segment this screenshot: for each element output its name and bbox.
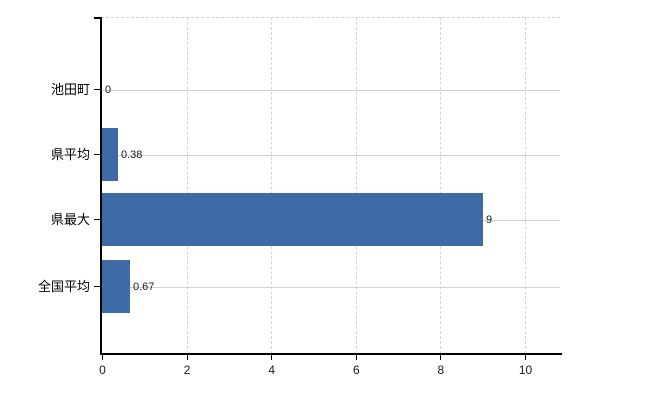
y-axis-tick — [94, 89, 101, 90]
x-tick-label: 6 — [352, 363, 360, 377]
x-axis-line — [100, 353, 562, 355]
x-tick-label: 2 — [183, 363, 191, 377]
category-label: 県平均 — [50, 147, 90, 162]
x-tick-label: 10 — [518, 363, 533, 377]
category-label: 全国平均 — [37, 279, 90, 294]
y-axis-line — [100, 17, 102, 355]
gridline-horizontal — [101, 155, 560, 156]
bar — [102, 260, 130, 313]
x-tick-label: 0 — [99, 363, 106, 377]
bar-value-label: 0.38 — [121, 149, 143, 161]
bar — [102, 193, 483, 246]
y-axis-tick — [94, 17, 101, 19]
y-axis-tick — [94, 154, 101, 155]
x-axis-tick — [440, 355, 442, 360]
x-tick-label: 4 — [268, 363, 276, 377]
bar-value-label: 0 — [105, 84, 112, 96]
gridline-vertical — [355, 17, 357, 354]
x-axis-tick — [525, 355, 526, 360]
gridline-vertical — [440, 17, 442, 354]
category-label: 県最大 — [50, 212, 90, 227]
bar — [102, 128, 118, 181]
x-axis-tick — [355, 355, 357, 360]
x-tick-label: 8 — [437, 363, 445, 377]
x-axis-tick — [186, 355, 188, 360]
bar-value-label: 0.67 — [133, 281, 155, 293]
plot-top-border — [101, 17, 560, 18]
category-label: 池田町 — [50, 82, 90, 97]
gridline-horizontal — [101, 90, 560, 91]
gridline-vertical — [271, 17, 273, 354]
gridline-vertical — [186, 17, 188, 354]
gridline-horizontal — [101, 287, 560, 288]
bar-value-label: 9 — [486, 214, 493, 226]
y-axis-tick — [94, 219, 101, 220]
y-axis-tick — [94, 286, 101, 287]
gridline-vertical — [525, 17, 526, 354]
x-axis-tick — [271, 355, 273, 360]
x-axis-tick — [102, 355, 103, 360]
